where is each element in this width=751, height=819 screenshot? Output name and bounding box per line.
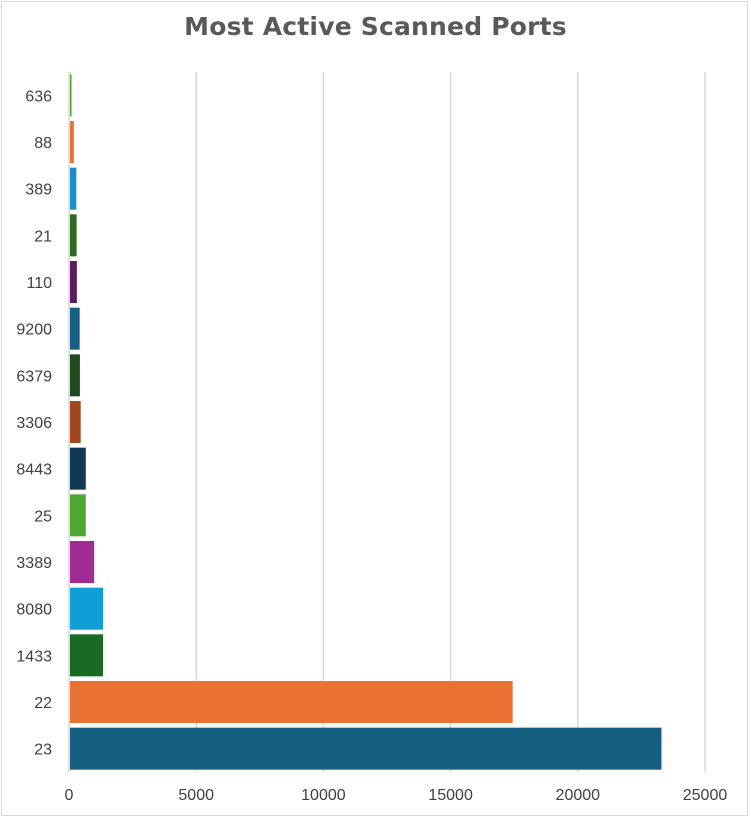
y-tick-label: 88: [34, 135, 52, 152]
bar-port-9200: [70, 307, 80, 350]
y-tick-label: 6379: [16, 368, 52, 385]
bar-port-6379: [70, 354, 80, 397]
x-tick-label: 20000: [556, 787, 601, 804]
gridlines: [68, 72, 706, 772]
x-tick-label: 15000: [428, 787, 473, 804]
y-tick-label: 21: [34, 228, 52, 245]
bar-port-3306: [70, 401, 81, 443]
x-axis-labels: 0 5000 10000 15000 20000 25000: [65, 787, 728, 804]
bar-port-88: [70, 121, 74, 163]
y-tick-label: 636: [25, 88, 52, 105]
y-tick-label: 389: [25, 182, 52, 199]
bar-port-21: [70, 214, 77, 257]
y-tick-label: 8443: [16, 462, 52, 479]
y-tick-label: 23: [34, 742, 52, 759]
y-tick-label: 3389: [16, 555, 52, 572]
y-tick-label: 1433: [16, 648, 52, 665]
bar-port-23: [70, 727, 662, 770]
bars: [70, 74, 662, 770]
y-tick-label: 22: [34, 695, 52, 712]
bar-port-25: [70, 494, 86, 537]
x-tick-label: 0: [65, 787, 74, 804]
x-tick-label: 10000: [301, 787, 346, 804]
y-tick-label: 25: [34, 508, 52, 525]
bar-port-1433: [70, 634, 104, 677]
x-tick-label: 5000: [178, 787, 214, 804]
bar-port-110: [70, 261, 77, 303]
y-tick-label: 3306: [16, 415, 52, 432]
bar-port-8080: [70, 587, 104, 630]
y-axis-labels: 636 88 389 21 110 9200 6379 3306 8443 25 3389 8080 1…: [16, 88, 52, 758]
bar-port-22: [70, 681, 513, 723]
y-tick-label: 9200: [16, 322, 52, 339]
y-tick-label: 8080: [16, 602, 52, 619]
bar-port-636: [70, 74, 72, 117]
x-tick-label: 25000: [683, 787, 728, 804]
bar-port-389: [70, 167, 77, 210]
bar-port-8443: [70, 447, 86, 490]
bar-port-3389: [70, 541, 95, 583]
y-tick-label: 110: [26, 275, 52, 292]
chart-title: Most Active Scanned Ports: [184, 12, 567, 41]
